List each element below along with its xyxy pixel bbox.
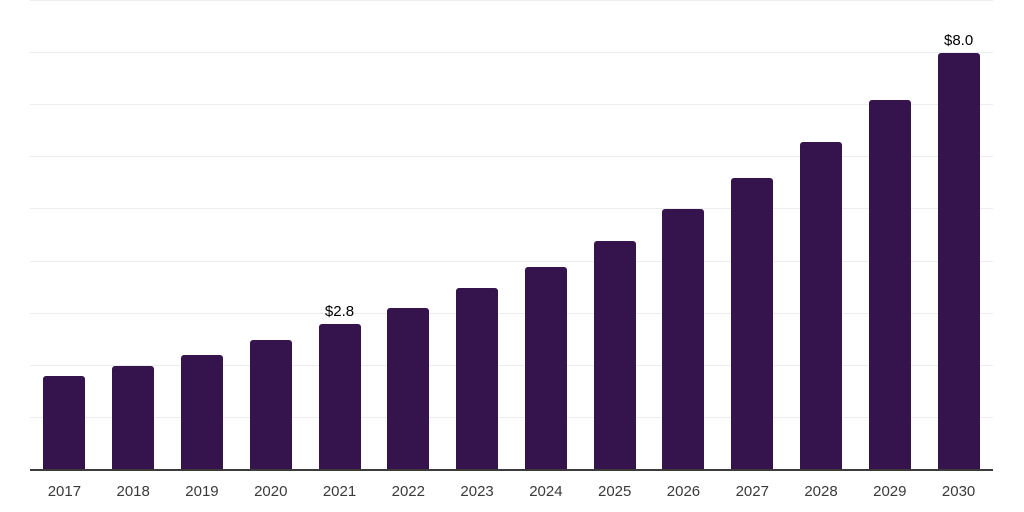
x-tick-label-2023: 2023 [460, 483, 494, 500]
gridline [30, 52, 993, 54]
x-tick-label-2017: 2017 [47, 483, 82, 500]
bar-2018 [112, 365, 155, 470]
gridline [30, 364, 993, 366]
bar-2021 [318, 324, 361, 470]
bar-2030 [937, 53, 980, 470]
x-tick-label-2021: 2021 [322, 483, 357, 500]
bar-2023 [456, 287, 499, 470]
gridline [30, 0, 993, 1]
x-tick-label-2020: 2020 [254, 483, 288, 500]
x-tick-label-2025: 2025 [597, 483, 632, 500]
gridline [30, 312, 993, 314]
plot-area: $2.8 $8.0 [30, 0, 993, 470]
x-axis-line [30, 469, 993, 471]
x-tick-label-2027: 2027 [735, 483, 769, 500]
bar-2028 [800, 141, 843, 470]
x-tick-label-2029: 2029 [873, 483, 907, 500]
bar-2024 [524, 266, 567, 470]
x-tick-label-2018: 2018 [116, 483, 150, 500]
x-tick-label-2026: 2026 [666, 483, 701, 500]
gridline [30, 208, 993, 210]
bar-2027 [731, 178, 774, 470]
x-tick-label-2028: 2028 [804, 483, 838, 500]
bar-2025 [593, 240, 636, 470]
x-tick-label-2030: 2030 [941, 483, 976, 500]
bar-value-label-2030: $8.0 [943, 32, 974, 50]
bar-2022 [387, 308, 430, 470]
gridline [30, 260, 993, 262]
x-tick-label-2022: 2022 [391, 483, 425, 500]
bar-2029 [868, 100, 911, 470]
bar-2019 [180, 355, 223, 470]
x-axis: 2017 2018 2019 2020 2021 2022 2023 2024 2025 2026… [30, 483, 993, 507]
x-tick-label-2019: 2019 [185, 483, 219, 500]
bar-2020 [249, 339, 292, 470]
gridline [30, 156, 993, 158]
x-tick-label-2024: 2024 [529, 483, 563, 500]
bar-2026 [662, 209, 705, 470]
bar-value-label-2021: $2.8 [324, 303, 355, 321]
bar-2017 [43, 376, 86, 470]
gridline [30, 104, 993, 106]
gridline [30, 416, 993, 418]
